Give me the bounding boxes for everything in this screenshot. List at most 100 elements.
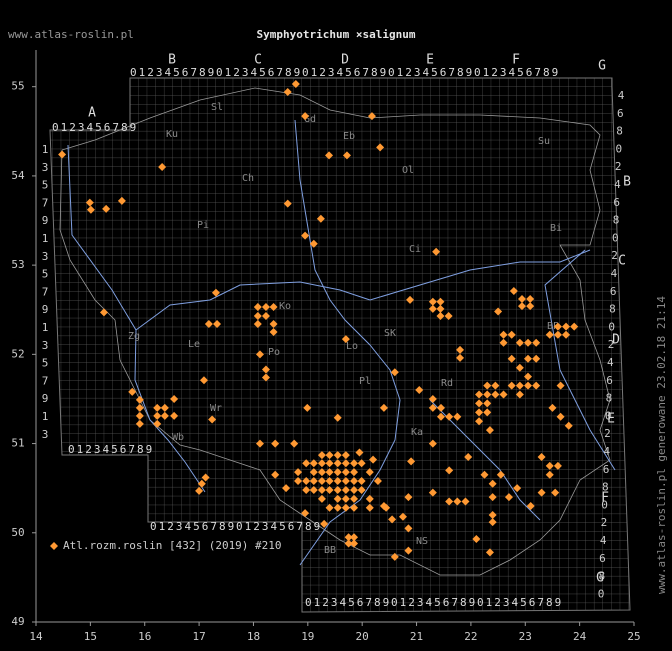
row-digit: 5	[42, 268, 49, 281]
occurrence	[317, 468, 326, 477]
occurrence	[532, 338, 541, 347]
row-digit: 6	[603, 463, 610, 476]
occurrence	[483, 390, 492, 399]
occurrence	[294, 468, 303, 477]
occurrence	[153, 403, 162, 412]
occurrence	[301, 231, 310, 240]
occurrence	[537, 488, 546, 497]
occurrence	[316, 214, 325, 223]
row-digit: 9	[42, 303, 49, 316]
region-label: Zg	[128, 331, 140, 342]
occurrence	[367, 112, 376, 121]
region-label: Po	[268, 347, 280, 358]
occurrence	[325, 468, 334, 477]
occurrence	[341, 335, 350, 344]
occurrence	[475, 408, 484, 417]
occurrence	[373, 477, 382, 486]
row-digit: 0	[608, 320, 615, 333]
grid-digits: 0123456789	[391, 596, 477, 609]
occurrence	[58, 150, 67, 159]
occurrence	[317, 494, 326, 503]
occurrence	[160, 403, 169, 412]
occurrence	[269, 320, 278, 329]
occurrence	[551, 488, 560, 497]
occurrence	[464, 452, 473, 461]
occurrence	[317, 459, 326, 468]
footer: www.atlas-roslin.pl generowane 23.02.18 …	[655, 296, 668, 594]
occurrence	[342, 151, 351, 160]
occurrence	[488, 510, 497, 519]
row-digit: 8	[613, 214, 620, 227]
occurrence	[553, 330, 562, 339]
grid-digits: 0123456789	[216, 66, 302, 79]
occurrence	[526, 295, 535, 304]
occurrence	[548, 403, 557, 412]
occurrence	[428, 394, 437, 403]
occurrence	[261, 311, 270, 320]
occurrence	[302, 477, 311, 486]
x-tick-label: 17	[192, 630, 205, 643]
occurrence	[208, 415, 217, 424]
row-digit: 3	[42, 339, 49, 352]
occurrence	[309, 459, 318, 468]
occurrence	[333, 413, 342, 422]
region-label: Su	[538, 136, 550, 147]
occurrence	[350, 494, 359, 503]
x-tick-label: 20	[356, 630, 369, 643]
row-digit: 4	[618, 89, 625, 102]
region-label: Rd	[441, 378, 453, 389]
occurrence	[170, 411, 179, 420]
occurrence	[456, 345, 465, 354]
river	[369, 249, 591, 301]
occurrence	[432, 247, 441, 256]
row-digit: 4	[603, 445, 610, 458]
x-tick-label: 21	[410, 630, 423, 643]
row-digit: 9	[42, 392, 49, 405]
map-title: Symphyotrichum ×salignum	[257, 28, 416, 41]
occurrence	[485, 548, 494, 557]
occurrence	[526, 502, 535, 511]
occurrence	[99, 308, 108, 317]
occurrence	[357, 459, 366, 468]
country-border	[59, 87, 611, 576]
occurrence	[341, 468, 350, 477]
occurrence	[445, 497, 454, 506]
occurrence	[325, 459, 334, 468]
occurrence	[341, 494, 350, 503]
region-label: Ci	[409, 244, 421, 255]
occurrence	[406, 295, 415, 304]
square-letter: A	[88, 106, 96, 121]
region-label: Wr	[210, 403, 222, 414]
region-label: SK	[384, 328, 396, 339]
x-tick-label: 18	[247, 630, 260, 643]
occurrence	[269, 328, 278, 337]
occurrence	[483, 408, 492, 417]
row-digit: 7	[42, 285, 49, 298]
row-digit: 0	[616, 142, 623, 155]
grid-digits: 0123456789	[68, 443, 154, 456]
region-label: BB	[324, 545, 336, 556]
occurrence	[518, 295, 527, 304]
occurrence	[475, 390, 484, 399]
occurrence	[341, 477, 350, 486]
occurrence	[333, 459, 342, 468]
river	[544, 249, 616, 471]
occurrence	[515, 363, 524, 372]
occurrence	[365, 503, 374, 512]
occurrence	[496, 470, 505, 479]
occurrence	[537, 452, 546, 461]
occurrence	[283, 88, 292, 97]
occurrence	[350, 477, 359, 486]
occurrence	[199, 376, 208, 385]
occurrence	[195, 486, 204, 495]
row-digit: 6	[610, 285, 617, 298]
occurrence	[344, 539, 353, 548]
square-letter: F	[512, 53, 520, 68]
occurrence	[437, 403, 446, 412]
occurrence	[523, 338, 532, 347]
grid-digits: 0123456789	[150, 520, 236, 533]
occurrence	[488, 518, 497, 527]
region-label: NS	[416, 536, 428, 547]
region-label: Pl	[359, 376, 371, 387]
